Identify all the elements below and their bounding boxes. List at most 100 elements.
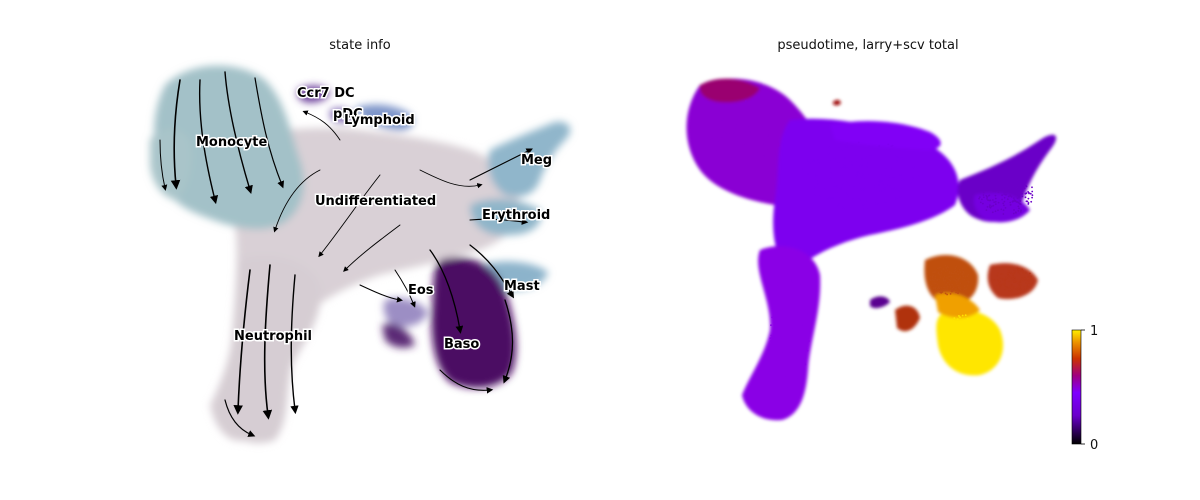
scatter-point: [783, 339, 785, 341]
scatter-point: [896, 160, 898, 163]
scatter-point: [766, 134, 769, 137]
scatter-point: [947, 277, 949, 279]
scatter-point: [723, 118, 726, 120]
scatter-point: [942, 342, 944, 344]
scatter-point: [762, 117, 764, 120]
scatter-point: [1025, 277, 1027, 280]
scatter-point: [789, 381, 792, 383]
scatter-point: [899, 174, 902, 176]
scatter-point: [973, 359, 975, 362]
scatter-point: [760, 106, 762, 108]
scatter-point: [1006, 286, 1009, 288]
scatter-point: [786, 355, 789, 357]
scatter-point: [857, 172, 860, 175]
streamline: [262, 264, 273, 420]
scatter-point: [993, 187, 995, 190]
scatter-point: [918, 174, 921, 177]
scatter-point: [797, 375, 800, 378]
scatter-point: [838, 147, 840, 150]
streamline: [429, 249, 464, 334]
scatter-point: [981, 334, 984, 337]
scatter-point: [799, 302, 802, 305]
scatter-point: [956, 330, 958, 332]
scatter-point: [776, 326, 779, 329]
scatter-point: [885, 157, 887, 160]
scatter-point: [860, 158, 863, 160]
scatter-point: [894, 187, 897, 190]
scatter-point: [1029, 192, 1032, 195]
scatter-point: [949, 337, 951, 339]
scatter-point: [1010, 277, 1012, 279]
scatter-point: [986, 329, 989, 332]
scatter-point: [1012, 268, 1015, 271]
scatter-point: [1016, 288, 1019, 291]
scatter-point: [978, 196, 981, 199]
scatter-point: [846, 142, 849, 145]
scatter-point: [778, 374, 780, 377]
scatter-point: [786, 310, 789, 312]
scatter-point: [912, 177, 914, 180]
scatter-point: [901, 157, 904, 160]
scatter-point: [1026, 282, 1029, 285]
scatter-point: [785, 281, 787, 284]
scatter-point: [791, 320, 793, 323]
scatter-point: [895, 154, 898, 157]
scatter-point: [999, 276, 1001, 279]
scatter-point: [793, 281, 796, 283]
scatter-point: [829, 196, 832, 199]
scatter-point: [1019, 284, 1022, 287]
scatter-point: [966, 275, 969, 278]
scatter-point: [930, 284, 933, 287]
scatter-point: [849, 160, 852, 163]
scatter-point: [777, 354, 779, 356]
scatter-point: [776, 351, 779, 353]
scatter-point: [851, 145, 854, 147]
scatter-point: [1014, 270, 1016, 273]
scatter-point: [1016, 197, 1019, 200]
streamline: [502, 299, 514, 384]
region-pdc: [330, 108, 355, 123]
scatter-point: [793, 351, 796, 354]
scatter-point: [918, 169, 920, 171]
scatter-point: [990, 205, 993, 208]
scatter-point: [791, 333, 793, 336]
scatter-point: [805, 313, 808, 315]
label-erythroid: Erythroid: [482, 208, 550, 223]
scatter-point: [737, 139, 739, 142]
scatter-point: [763, 155, 765, 158]
scatter-point: [733, 141, 736, 143]
scatter-point: [801, 294, 804, 297]
scatter-point: [961, 341, 964, 344]
scatter-point: [997, 201, 1000, 204]
scatter-point: [944, 348, 946, 350]
scatter-point: [769, 148, 772, 150]
scatter-point: [808, 340, 810, 342]
scatter-point: [980, 344, 983, 346]
scatter-point: [860, 188, 862, 191]
scatter-point: [984, 326, 987, 329]
scatter-point: [797, 341, 800, 344]
scatter-point: [722, 130, 724, 133]
scatter-point: [857, 182, 860, 185]
scatter-point: [944, 276, 946, 279]
scatter-point: [1008, 269, 1011, 271]
scatter-point: [942, 268, 945, 270]
scatter-point: [981, 184, 984, 187]
scatter-point: [782, 289, 785, 292]
scatter-point: [770, 343, 773, 346]
scatter-point: [865, 200, 868, 202]
scatter-point: [724, 105, 726, 108]
scatter-point: [718, 121, 720, 124]
scatter-point: [879, 190, 882, 192]
scatter-point: [1012, 185, 1015, 188]
scatter-point: [788, 384, 790, 387]
scatter-point: [873, 185, 876, 188]
scatter-point: [736, 155, 739, 157]
scatter-point: [965, 345, 967, 348]
scatter-point: [955, 345, 958, 348]
scatter-point: [973, 321, 975, 324]
scatter-point: [982, 202, 984, 205]
scatter-point: [978, 339, 980, 341]
scatter-point: [957, 340, 959, 342]
